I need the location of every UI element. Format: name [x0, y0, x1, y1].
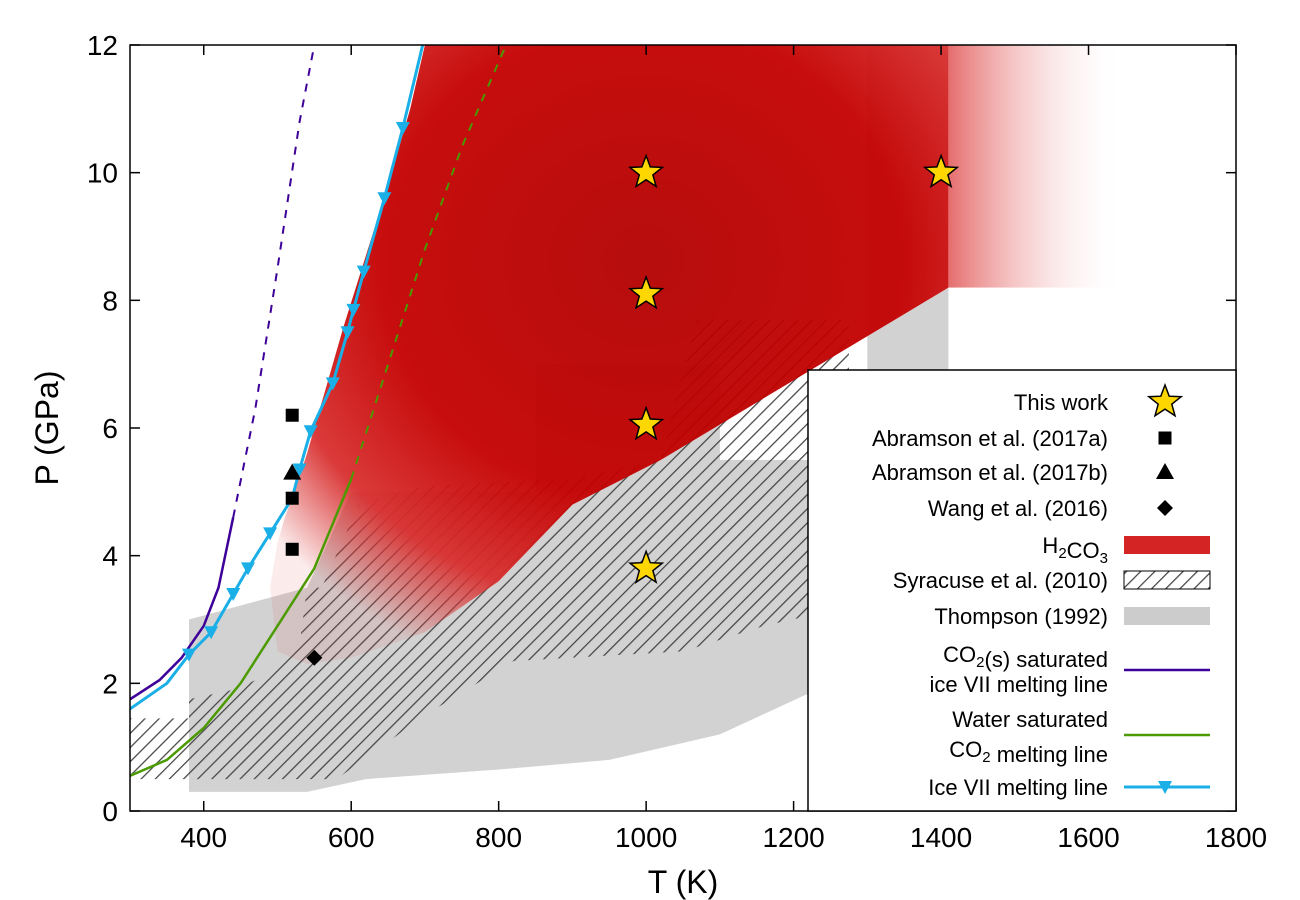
ice-vii-marker: [204, 626, 219, 640]
point-this-work: [627, 549, 665, 584]
y-tick-label: 0: [102, 796, 118, 827]
ice-vii-marker: [356, 265, 371, 279]
legend-symbol-star: [1146, 382, 1184, 418]
legend-label: Syracuse et al. (2010): [893, 568, 1108, 593]
ice-vii-marker: [292, 463, 307, 477]
y-tick-label: 4: [102, 541, 118, 572]
point-abramson-et-al-2017a: [285, 491, 299, 505]
point-abramson-et-al-2017a: [285, 408, 299, 422]
ice-vii-marker: [226, 587, 241, 601]
legend-symbol-red-box: [1124, 536, 1210, 554]
line-water-saturated-co2-melting-line-solid: [130, 478, 353, 778]
y-tick-label: 12: [87, 30, 118, 61]
x-tick-label: 800: [475, 822, 522, 853]
legend-symbol-grey-box: [1124, 607, 1210, 625]
line-co2-s-saturated-ice-vii-melting-line-solid: [130, 517, 235, 701]
x-tick-label: 400: [180, 822, 227, 853]
legend-label: CO2 melting line: [949, 737, 1108, 767]
ice-vii-marker: [346, 303, 361, 317]
x-tick-label: 1600: [1057, 822, 1119, 853]
legend-symbol-square: [1158, 431, 1172, 445]
legend-label: Abramson et al. (2017b): [872, 460, 1108, 485]
region-h2co3-fade: [948, 45, 1126, 288]
legend-label: Water saturated: [952, 707, 1108, 732]
legend-label: Ice VII melting line: [928, 775, 1108, 800]
y-tick-label: 2: [102, 668, 118, 699]
legend-label: Abramson et al. (2017a): [872, 426, 1108, 451]
ice-vii-marker: [240, 562, 255, 576]
line-water-saturated-co2-melting-line-dashed: [350, 45, 507, 480]
y-tick-label: 10: [87, 158, 118, 189]
ice-vii-marker: [377, 192, 392, 206]
legend-label: Wang et al. (2016): [928, 496, 1108, 521]
legend: This work Abramson et al. (2017a) Abramson…: [807, 369, 1237, 812]
line-co2-s-saturated-ice-vii-melting-line-dashed: [232, 45, 316, 518]
point-abramson-et-al-2017b: [283, 463, 302, 480]
x-tick-label: 1800: [1205, 822, 1267, 853]
ice-vii-marker: [395, 121, 410, 135]
point-this-work: [627, 274, 665, 310]
ice-vii-marker: [303, 425, 318, 439]
legend-label: CO2(s) saturated: [943, 642, 1108, 672]
x-tick-label: 1400: [910, 822, 972, 853]
point-wang-et-al-2016: [306, 649, 323, 666]
ice-vii-marker: [325, 377, 340, 391]
legend-label: ice VII melting line: [929, 672, 1108, 697]
x-axis-label: T (K): [648, 864, 719, 900]
y-axis-label: P (GPa): [29, 371, 65, 486]
point-abramson-et-al-2017a: [285, 542, 299, 556]
legend-label: Thompson (1992): [934, 604, 1108, 629]
legend-label: This work: [1014, 390, 1109, 415]
y-tick-label: 8: [102, 285, 118, 316]
point-this-work: [627, 405, 665, 441]
point-this-work: [922, 153, 960, 189]
ice-vii-marker: [340, 326, 355, 340]
legend-symbol-triangle: [1156, 463, 1174, 479]
ice-vii-marker: [263, 527, 278, 541]
legend-symbol-blue-triangle: [1158, 781, 1172, 794]
x-tick-label: 600: [328, 822, 375, 853]
legend-symbol-diamond: [1157, 500, 1173, 516]
y-tick-label: 6: [102, 413, 118, 444]
legend-symbol-hatch-box: [1123, 570, 1211, 590]
region-h2co3: [270, 45, 949, 665]
legend-label: H2CO3: [1042, 533, 1108, 567]
point-this-work: [627, 153, 665, 189]
x-tick-label: 1200: [762, 822, 824, 853]
x-tick-label: 1000: [615, 822, 677, 853]
ice-vii-marker: [181, 648, 196, 662]
